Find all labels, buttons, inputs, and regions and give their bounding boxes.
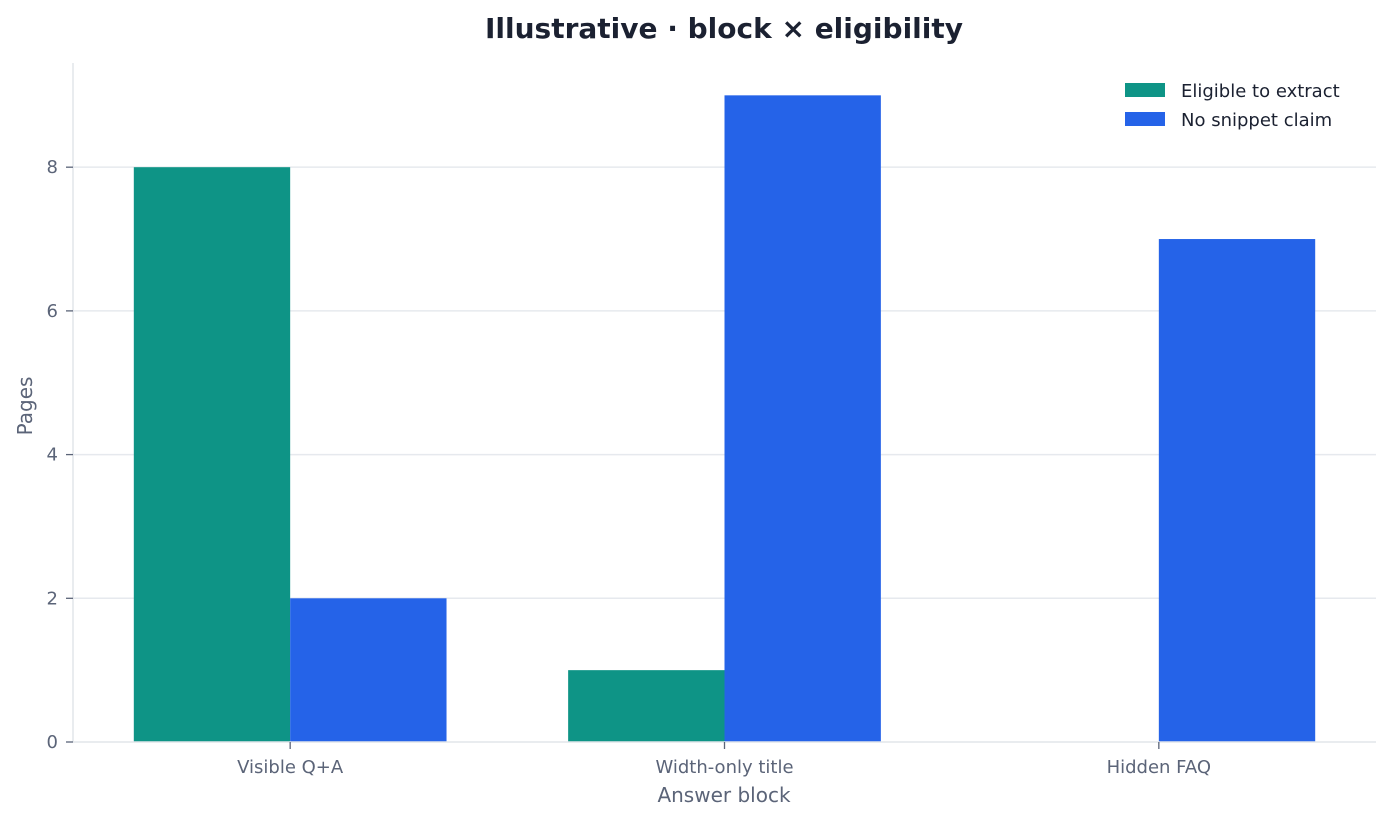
- x-axis-ticks: Visible Q+A Width-only title Hidden FAQ: [237, 742, 1211, 778]
- y-axis-ticks: 0 2 4 6 8: [47, 157, 73, 753]
- bar-no-snippet-claim: [290, 598, 447, 742]
- legend-label: Eligible to extract: [1181, 81, 1340, 102]
- bar-eligible-to-extract: [568, 670, 725, 742]
- chart-title: Illustrative · block × eligibility: [485, 12, 963, 45]
- y-tick-label: 6: [47, 301, 58, 322]
- legend-swatch: [1125, 112, 1165, 126]
- x-tick-label: Visible Q+A: [237, 757, 344, 778]
- x-axis-label: Answer block: [657, 783, 791, 807]
- legend-label: No snippet claim: [1181, 110, 1332, 131]
- y-tick-label: 2: [47, 588, 58, 609]
- legend-swatch: [1125, 83, 1165, 97]
- x-tick-label: Width-only title: [655, 757, 793, 778]
- y-tick-label: 4: [47, 445, 58, 466]
- y-tick-label: 8: [47, 157, 58, 178]
- bars: [133, 95, 1316, 743]
- y-axis-label: Pages: [13, 377, 37, 436]
- y-tick-label: 0: [47, 732, 58, 753]
- bar-no-snippet-claim: [1158, 239, 1316, 742]
- legend: Eligible to extract No snippet claim: [1125, 81, 1340, 131]
- x-tick-label: Hidden FAQ: [1107, 757, 1211, 778]
- bar-no-snippet-claim: [724, 95, 881, 743]
- bar-eligible-to-extract: [133, 167, 291, 742]
